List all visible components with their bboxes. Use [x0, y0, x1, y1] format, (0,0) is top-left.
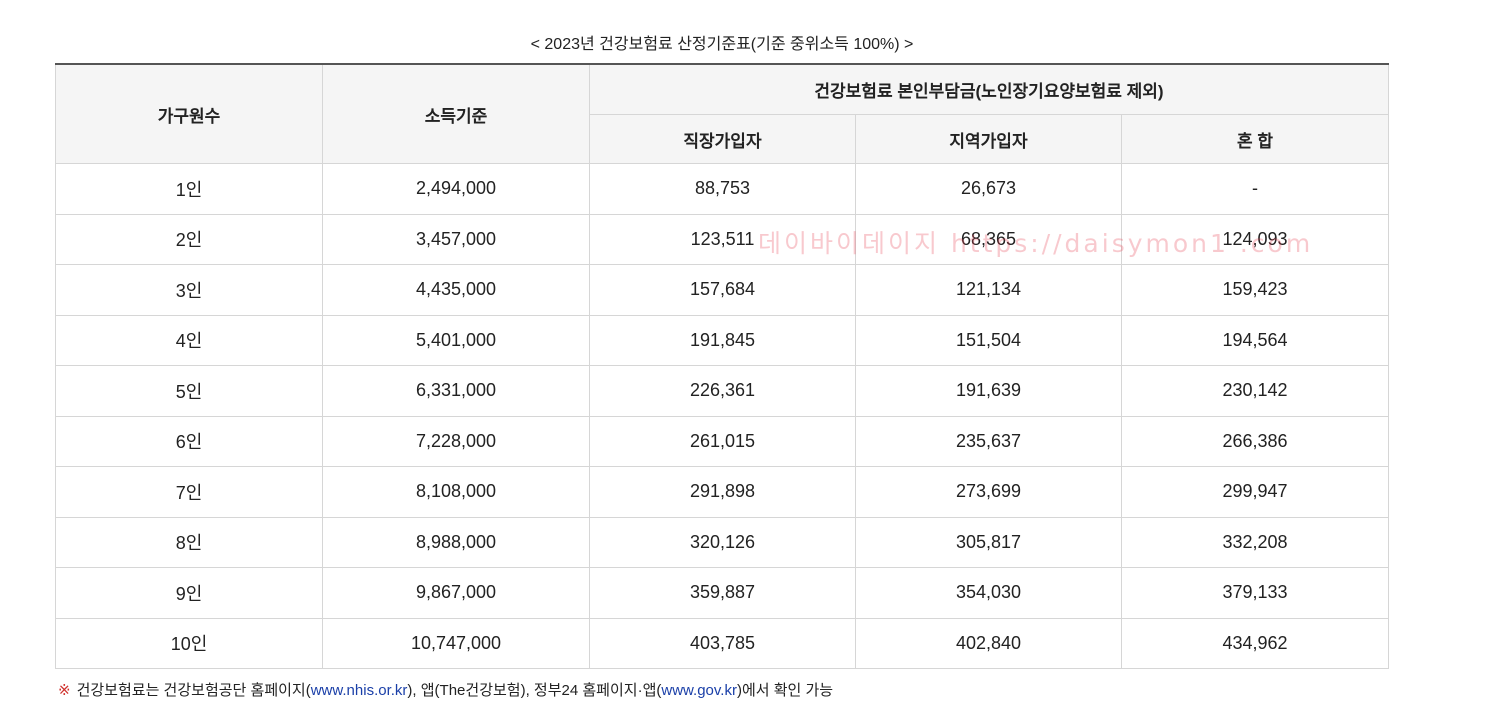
income-cell: 8,988,000: [322, 516, 590, 568]
regional-cell: 273,699: [855, 466, 1122, 518]
regional-cell: 191,639: [855, 365, 1122, 417]
employee-cell: 226,361: [589, 365, 856, 417]
employee-cell: 403,785: [589, 617, 856, 669]
employee-cell: 261,015: [589, 415, 856, 467]
table-row: 4인 5,401,000 191,845 151,504 194,564: [55, 314, 1390, 366]
premium-table: 가구원수 소득기준 건강보험료 본인부담금(노인장기요양보험료 제외) 직장가입…: [55, 63, 1390, 669]
income-cell: 8,108,000: [322, 466, 590, 518]
footnote-text-3: )에서 확인 가능: [736, 682, 834, 699]
header-regional: 지역가입자: [855, 114, 1122, 164]
employee-cell: 191,845: [589, 314, 856, 366]
regional-cell: 354,030: [855, 567, 1122, 619]
nhis-link[interactable]: www.nhis.or.kr: [310, 682, 408, 699]
household-cell: 5인: [55, 365, 323, 417]
footnote: ※ 건강보험료는 건강보험공단 홈페이지(www.nhis.or.kr), 앱(T…: [58, 679, 833, 700]
income-cell: 2,494,000: [322, 163, 590, 215]
household-cell: 1인: [55, 163, 323, 215]
mixed-cell: 379,133: [1120, 567, 1390, 619]
table-row: 3인 4,435,000 157,684 121,134 159,423: [55, 264, 1390, 316]
employee-cell: 320,126: [589, 516, 856, 568]
table-row: 8인 8,988,000 320,126 305,817 332,208: [55, 516, 1390, 568]
household-cell: 10인: [55, 617, 323, 669]
mixed-cell: 266,386: [1120, 415, 1390, 467]
household-cell: 8인: [55, 516, 323, 568]
household-cell: 7인: [55, 466, 323, 518]
regional-cell: 151,504: [855, 314, 1122, 366]
header-income: 소득기준: [322, 63, 590, 164]
mixed-cell: 299,947: [1120, 466, 1390, 518]
table-body: 1인 2,494,000 88,753 26,673-2인 3,457,000 123,5…: [55, 163, 1390, 669]
table-row: 2인 3,457,000 123,511 68,365 124,093: [55, 213, 1390, 265]
mixed-cell: 124,093: [1120, 213, 1390, 265]
table-caption: < 2023년 건강보험료 산정기준표(기준 중위소득 100%) >: [530, 36, 914, 53]
note-mark: ※: [58, 682, 71, 699]
regional-cell: 402,840: [855, 617, 1122, 669]
mixed-cell: 159,423: [1120, 264, 1390, 316]
income-cell: 10,747,000: [322, 617, 590, 669]
income-cell: 5,401,000: [322, 314, 590, 366]
regional-cell: 121,134: [855, 264, 1122, 316]
employee-cell: 123,511: [589, 213, 856, 265]
table-row: 1인 2,494,000 88,753 26,673-: [55, 163, 1390, 215]
header-employee: 직장가입자: [589, 114, 856, 164]
regional-cell: 68,365: [855, 213, 1122, 265]
footnote-text-1: 건강보험료는 건강보험공단 홈페이지(: [76, 682, 311, 699]
mixed-cell: -: [1120, 163, 1390, 215]
table-row: 5인 6,331,000 226,361 191,639 230,142: [55, 365, 1390, 417]
gov-link[interactable]: www.gov.kr: [661, 682, 737, 699]
income-cell: 4,435,000: [322, 264, 590, 316]
employee-cell: 88,753: [589, 163, 856, 215]
income-cell: 6,331,000: [322, 365, 590, 417]
header-mixed: 혼 합: [1120, 114, 1390, 164]
employee-cell: 359,887: [589, 567, 856, 619]
household-cell: 6인: [55, 415, 323, 467]
table-row: 10인 10,747,000 403,785 402,840 434,962: [55, 617, 1390, 669]
header-premium-group: 건강보험료 본인부담금(노인장기요양보험료 제외): [588, 63, 1390, 115]
employee-cell: 291,898: [589, 466, 856, 518]
regional-cell: 235,637: [855, 415, 1122, 467]
header-household: 가구원수: [55, 63, 323, 164]
employee-cell: 157,684: [589, 264, 856, 316]
household-cell: 2인: [55, 213, 323, 265]
household-cell: 9인: [55, 567, 323, 619]
table-row: 9인 9,867,000 359,887 354,030 379,133: [55, 567, 1390, 619]
mixed-cell: 194,564: [1120, 314, 1390, 366]
mixed-cell: 230,142: [1120, 365, 1390, 417]
mixed-cell: 332,208: [1120, 516, 1390, 568]
income-cell: 7,228,000: [322, 415, 590, 467]
mixed-cell: 434,962: [1120, 617, 1390, 669]
household-cell: 3인: [55, 264, 323, 316]
table-row: 6인 7,228,000 261,015 235,637 266,386: [55, 415, 1390, 467]
income-cell: 3,457,000: [322, 213, 590, 265]
regional-cell: 305,817: [855, 516, 1122, 568]
regional-cell: 26,673: [855, 163, 1122, 215]
household-cell: 4인: [55, 314, 323, 366]
table-row: 7인 8,108,000 291,898 273,699 299,947: [55, 466, 1390, 518]
income-cell: 9,867,000: [322, 567, 590, 619]
footnote-text-2: ), 앱(The건강보험), 정부24 홈페이지·앱(: [407, 682, 662, 699]
